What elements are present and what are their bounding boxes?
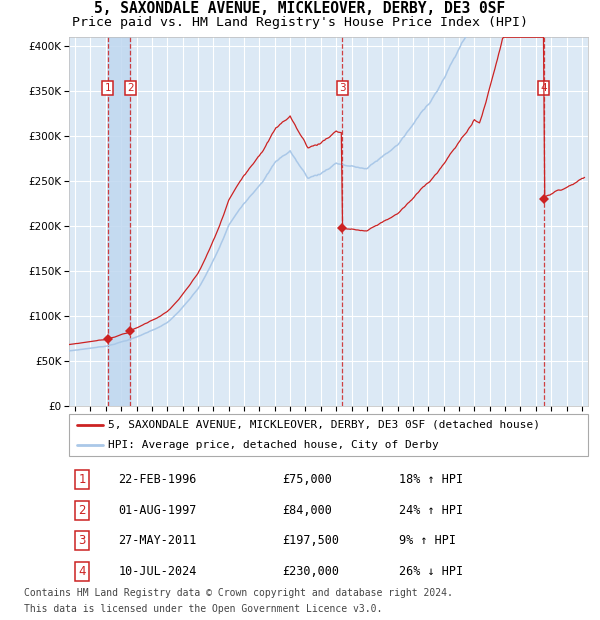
Text: This data is licensed under the Open Government Licence v3.0.: This data is licensed under the Open Gov… — [24, 604, 382, 614]
Text: 4: 4 — [78, 565, 86, 578]
Text: 1: 1 — [104, 83, 111, 93]
Text: 18% ↑ HPI: 18% ↑ HPI — [398, 473, 463, 486]
Text: £230,000: £230,000 — [282, 565, 339, 578]
Text: 22-FEB-1996: 22-FEB-1996 — [118, 473, 197, 486]
Text: £75,000: £75,000 — [282, 473, 332, 486]
Text: £197,500: £197,500 — [282, 534, 339, 547]
Text: 10-JUL-2024: 10-JUL-2024 — [118, 565, 197, 578]
Text: 2: 2 — [127, 83, 133, 93]
Text: 4: 4 — [541, 83, 547, 93]
Text: Price paid vs. HM Land Registry's House Price Index (HPI): Price paid vs. HM Land Registry's House … — [72, 16, 528, 29]
Text: 24% ↑ HPI: 24% ↑ HPI — [398, 504, 463, 517]
Text: 1: 1 — [78, 473, 86, 486]
Text: Contains HM Land Registry data © Crown copyright and database right 2024.: Contains HM Land Registry data © Crown c… — [24, 588, 453, 598]
Text: 3: 3 — [339, 83, 346, 93]
Text: 9% ↑ HPI: 9% ↑ HPI — [398, 534, 455, 547]
Text: 01-AUG-1997: 01-AUG-1997 — [118, 504, 197, 517]
Bar — [108, 37, 130, 406]
FancyBboxPatch shape — [69, 414, 588, 456]
Text: 3: 3 — [78, 534, 86, 547]
Text: 5, SAXONDALE AVENUE, MICKLEOVER, DERBY, DE3 0SF (detached house): 5, SAXONDALE AVENUE, MICKLEOVER, DERBY, … — [108, 420, 540, 430]
Text: 27-MAY-2011: 27-MAY-2011 — [118, 534, 197, 547]
Text: £84,000: £84,000 — [282, 504, 332, 517]
Text: 5, SAXONDALE AVENUE, MICKLEOVER, DERBY, DE3 0SF: 5, SAXONDALE AVENUE, MICKLEOVER, DERBY, … — [94, 1, 506, 16]
Text: 2: 2 — [78, 504, 86, 517]
Text: HPI: Average price, detached house, City of Derby: HPI: Average price, detached house, City… — [108, 440, 439, 450]
Text: 26% ↓ HPI: 26% ↓ HPI — [398, 565, 463, 578]
